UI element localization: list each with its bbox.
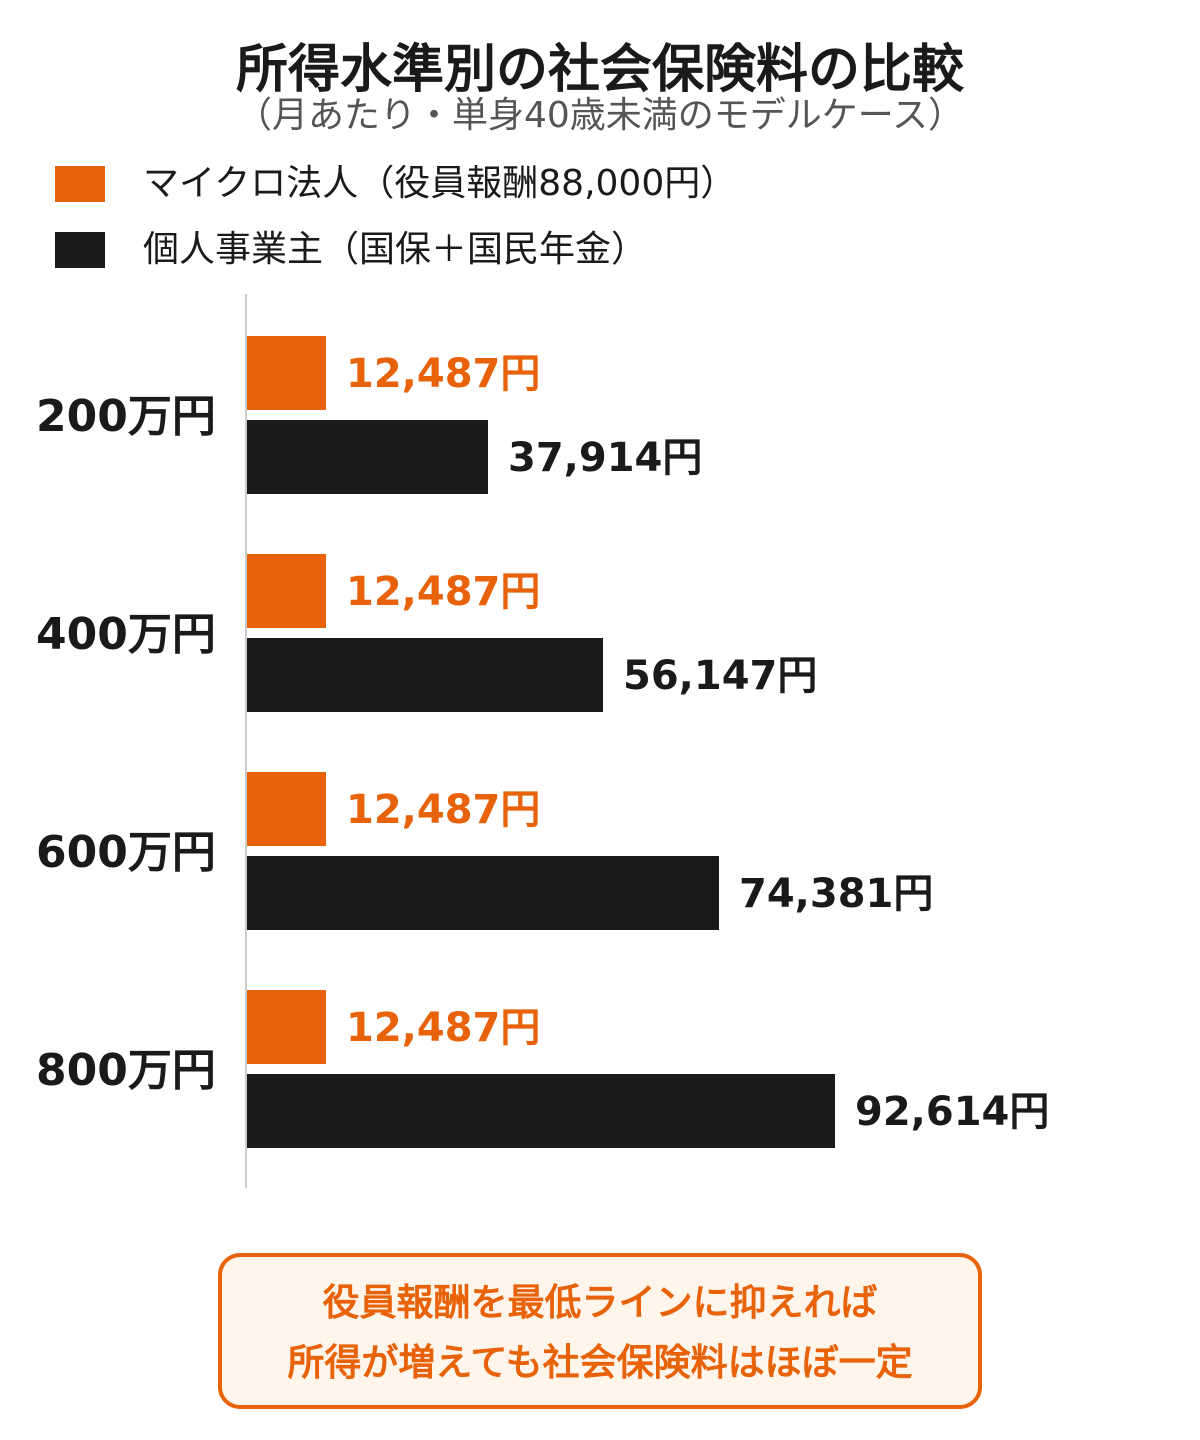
bar-sole <box>247 856 719 930</box>
data-label-micro: 12,487円 <box>346 787 540 833</box>
category-label: 600万円 <box>36 827 216 878</box>
category-label: 400万円 <box>36 609 216 660</box>
data-label-micro: 12,487円 <box>346 351 540 397</box>
note-line-2: 所得が増えても社会保険料はほぼ一定 <box>287 1341 913 1384</box>
chart-subtitle: （月あたり・単身40歳未満のモデルケース） <box>235 95 964 136</box>
data-label-micro: 12,487円 <box>346 569 540 615</box>
bar-chart: 200万円 12,487円 37,914円 400万円 12,487円 56,147円 60… <box>36 294 1049 1188</box>
legend-label-sole: 個人事業主（国保＋国民年金） <box>143 229 648 270</box>
legend-swatch-sole <box>55 232 105 268</box>
data-label-sole: 74,381円 <box>739 871 933 917</box>
bar-micro <box>247 772 326 846</box>
category-label: 200万円 <box>36 391 216 442</box>
note-box: 役員報酬を最低ラインに抑えれば 所得が増えても社会保険料はほぼ一定 <box>218 1253 982 1409</box>
note-line-1: 役員報酬を最低ラインに抑えれば <box>322 1281 878 1324</box>
data-label-sole: 37,914円 <box>508 435 702 481</box>
legend-item-sole: 個人事業主（国保＋国民年金） <box>55 230 647 270</box>
bar-sole <box>247 1074 835 1148</box>
legend-swatch-micro <box>55 166 105 202</box>
bar-micro <box>247 554 326 628</box>
bar-sole <box>247 420 488 494</box>
data-label-sole: 56,147円 <box>623 653 817 699</box>
data-label-micro: 12,487円 <box>346 1005 540 1051</box>
category-label: 800万円 <box>36 1045 216 1096</box>
bar-micro <box>247 990 326 1064</box>
bar-micro <box>247 336 326 410</box>
legend-label-micro: マイクロ法人（役員報酬88,000円） <box>143 163 737 204</box>
legend-item-micro: マイクロ法人（役員報酬88,000円） <box>55 164 736 204</box>
bar-sole <box>247 638 603 712</box>
data-label-sole: 92,614円 <box>855 1089 1049 1135</box>
chart-title: 所得水準別の社会保険料の比較 <box>235 40 964 100</box>
